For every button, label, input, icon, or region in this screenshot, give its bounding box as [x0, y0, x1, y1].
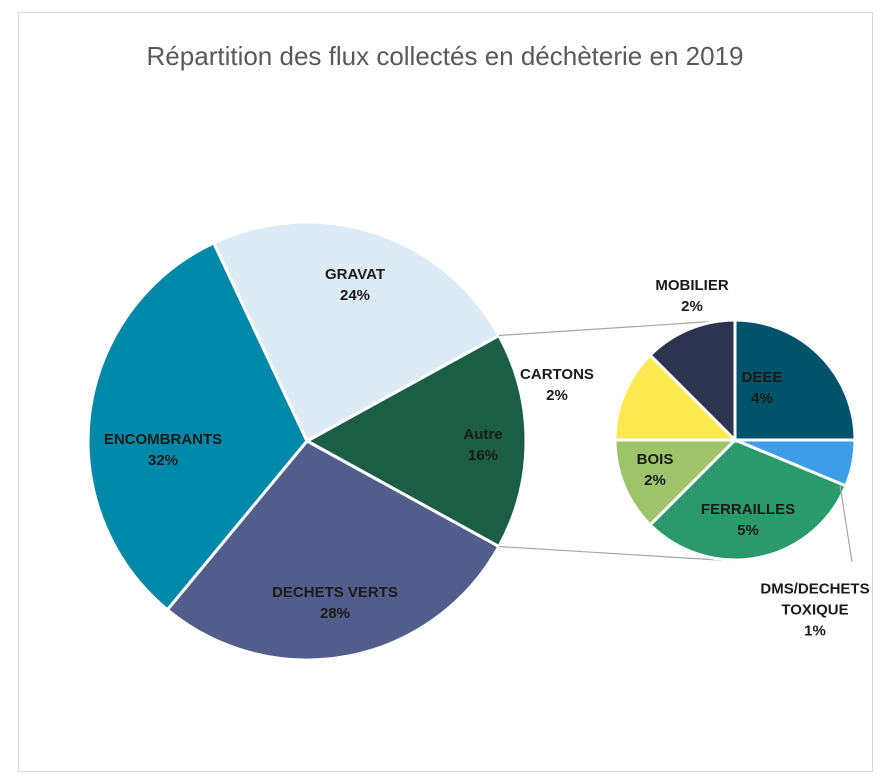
pie-slice [613, 353, 739, 442]
value-label: 2% [681, 298, 703, 315]
connector-line [498, 319, 736, 337]
category-label: FERRAILLES [700, 501, 796, 518]
value-label: 1% [804, 622, 826, 640]
value-label: 2% [546, 387, 568, 404]
chart-title: Répartition des flux collectés en déchèt… [146, 41, 744, 71]
pie-slice [165, 439, 501, 662]
pie-slice [211, 220, 501, 444]
category-label: ENCOMBRANTS [103, 431, 223, 448]
data-label: ENCOMBRANTS 32% [83, 429, 243, 471]
data-label: BOIS 2% [620, 449, 690, 491]
value-label: 5% [737, 522, 759, 539]
pie-slice [648, 438, 848, 562]
data-label: DECHETS VERTS 28% [235, 582, 435, 624]
category-label: CARTONS [520, 366, 594, 383]
value-label: 16% [467, 447, 499, 464]
value-label: 2% [644, 472, 666, 489]
data-label: GRAVAT 24% [295, 264, 415, 306]
pie-slice [303, 333, 528, 549]
data-label: DEEE 4% [722, 367, 802, 409]
pie-slice [613, 438, 739, 527]
pie-slice [648, 318, 737, 444]
category-label: BOIS [636, 451, 674, 468]
data-label: MOBILIER 2% [637, 275, 747, 317]
data-label: CARTONS 2% [512, 364, 602, 406]
value-label: 28% [319, 605, 351, 622]
pie-slice [86, 240, 309, 612]
pie-slice [733, 318, 857, 442]
data-label: DMS/DECHETS TOXIQUE 1% [740, 579, 890, 642]
connector-line [498, 545, 736, 562]
data-label: FERRAILLES 5% [693, 499, 803, 541]
data-label: Autre 16% [438, 424, 528, 466]
value-label: 24% [339, 287, 371, 304]
leader-line [839, 484, 853, 563]
category-label: DEEE [741, 369, 783, 386]
category-label: MOBILIER [655, 277, 729, 294]
value-label: 4% [751, 390, 773, 407]
category-label: DMS/DECHETS TOXIQUE [760, 580, 870, 619]
value-label: 32% [147, 452, 179, 469]
chart-border [18, 12, 873, 772]
category-label: DECHETS VERTS [272, 584, 398, 601]
category-label: GRAVAT [325, 266, 385, 283]
category-label: Autre [463, 426, 503, 443]
